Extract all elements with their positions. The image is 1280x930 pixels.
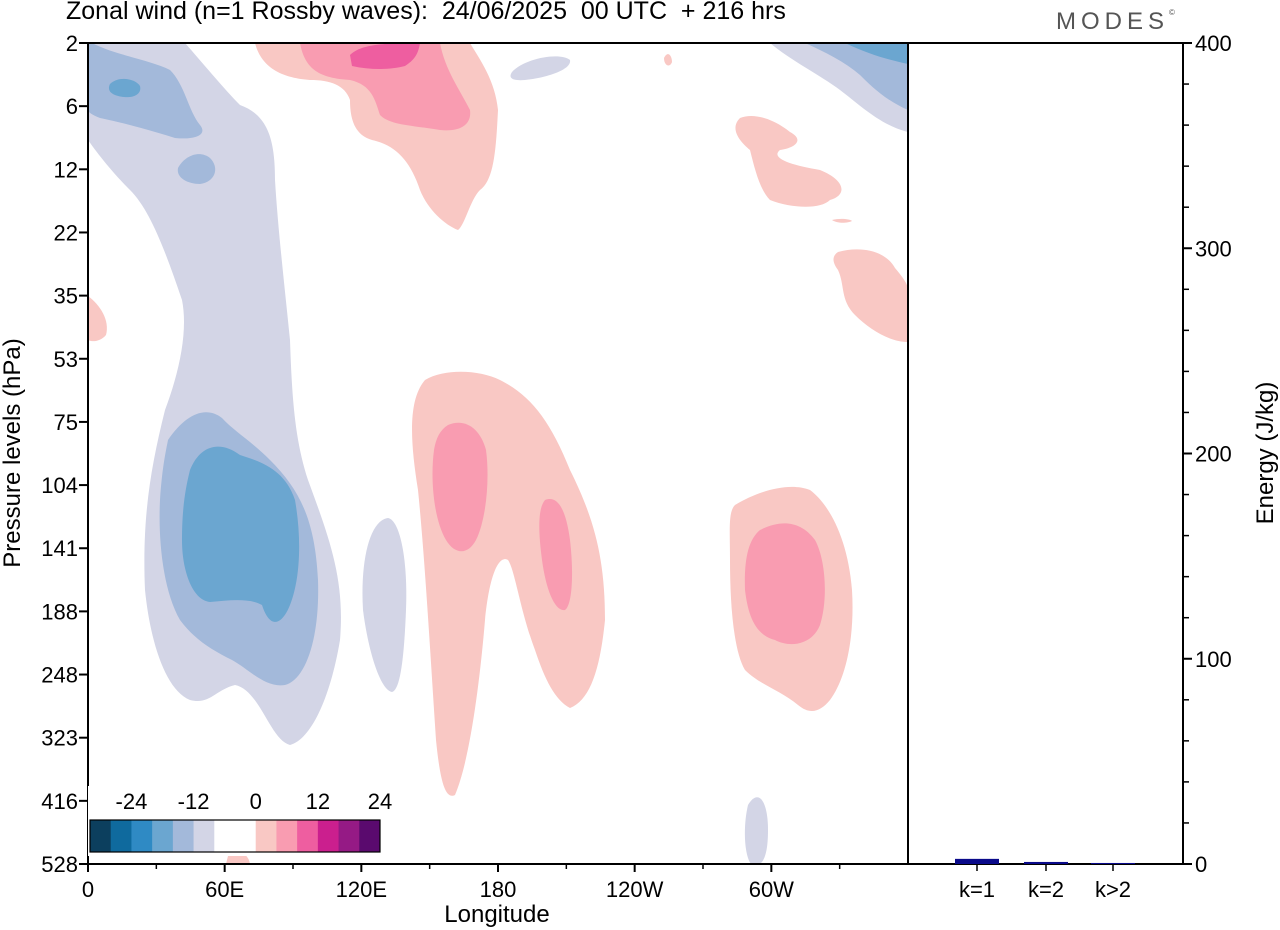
longitude-axis: 0 60E 120E 180 120W 60W — [82, 864, 841, 902]
contour-positive-6-dash — [832, 218, 852, 223]
y-tick-label: 2 — [66, 31, 78, 56]
y-tick-label: 6 — [66, 94, 78, 119]
colorbar-labels: -24 -12 0 12 24 — [116, 789, 393, 814]
contour-field — [88, 43, 908, 864]
contour-negative-12-topright — [805, 43, 908, 110]
contour-negative-12-upper — [88, 43, 203, 139]
bar-category-label: k=2 — [1028, 877, 1064, 902]
colorbar-tick-label: 24 — [368, 789, 392, 814]
colorbar-tick-label: 0 — [250, 789, 262, 814]
y-tick-label: 188 — [41, 599, 78, 624]
contour-positive-12-central2 — [539, 499, 573, 611]
contour-positive-6-upperright — [735, 115, 842, 207]
energy-tick-label: 100 — [1195, 647, 1232, 672]
energy-bars: k=1 k=2 k>2 — [955, 858, 1135, 902]
contour-negative-18-spot — [108, 78, 141, 98]
contour-negative-6-bottom — [744, 797, 768, 864]
x-axis-title: Longitude — [444, 901, 549, 928]
contour-positive-18-top — [350, 43, 420, 69]
colorbar-tick-label: -24 — [116, 789, 148, 814]
energy-tick-label: 200 — [1195, 442, 1232, 467]
contour-positive-12-central — [432, 422, 488, 552]
contour-negative-12-spot — [177, 154, 216, 184]
brand-text: MODES — [1056, 8, 1170, 35]
y-tick-label: 75 — [54, 410, 78, 435]
energy-tick-label: 300 — [1195, 236, 1232, 261]
x-tick-label: 180 — [480, 877, 517, 902]
x-tick-label: 60W — [749, 877, 794, 902]
colorbar-swatch — [235, 820, 257, 852]
colorbar-swatch — [359, 820, 381, 852]
x-tick-label: 120W — [606, 877, 664, 902]
colorbar-swatch — [214, 820, 236, 852]
contour-positive-12-top — [300, 43, 471, 131]
colorbar-swatch — [297, 820, 319, 852]
energy-bar — [1091, 862, 1135, 864]
contour-negative-18-topright — [845, 43, 908, 64]
brand-mark: © — [1169, 8, 1175, 17]
colorbar-swatch — [338, 820, 360, 852]
colorbar-frame — [89, 819, 381, 853]
colorbar-swatch — [152, 820, 174, 852]
contour-negative-6-top-mid — [510, 56, 571, 81]
colorbar-tick-label: -12 — [178, 789, 210, 814]
y-tick-label: 416 — [41, 789, 78, 814]
y-tick-label: 35 — [54, 284, 78, 309]
energy-bar — [1024, 861, 1068, 864]
colorbar-swatch — [131, 820, 153, 852]
colorbar-swatch — [110, 820, 132, 852]
y-tick-label: 528 — [41, 852, 78, 877]
energy-bar — [955, 858, 999, 864]
y-tick-label: 53 — [54, 347, 78, 372]
colorbar-swatch — [317, 820, 340, 852]
contour-positive-6-leftedge — [88, 296, 107, 342]
y-tick-label: 104 — [41, 473, 78, 498]
contour-positive-12-60w — [744, 523, 825, 645]
energy-tick-label: 400 — [1195, 31, 1232, 56]
colorbar-swatch — [276, 820, 298, 852]
y-tick-label: 141 — [41, 536, 78, 561]
colorbar — [88, 786, 382, 856]
y-tick-label: 22 — [54, 220, 78, 245]
energy-axis-title: Energy (J/kg) — [1252, 382, 1279, 525]
colorbar-tick-label: 12 — [306, 789, 330, 814]
colorbar-swatch — [172, 820, 195, 852]
energy-tick-label: 0 — [1195, 852, 1207, 877]
pressure-axis: 2 6 12 22 35 53 75 104 141 188 248 323 416 528 — [41, 31, 88, 877]
energy-axis: 0 100 200 300 400 — [1183, 31, 1232, 877]
y-tick-label: 323 — [41, 726, 78, 751]
colorbar-swatch — [255, 820, 277, 852]
y-tick-label: 12 — [54, 157, 78, 182]
chart-title: Zonal wind (n=1 Rossby waves): 24/06/202… — [66, 0, 786, 25]
contour-positive-6-right — [833, 249, 908, 342]
colorbar-swatch — [90, 820, 112, 852]
contour-positive-6-dot — [664, 54, 672, 66]
colorbar-swatch — [193, 820, 215, 852]
x-tick-label: 0 — [82, 877, 94, 902]
bar-category-label: k=1 — [959, 877, 995, 902]
y-axis-title: Pressure levels (hPa) — [0, 338, 26, 567]
brand-logo: MODES© — [1056, 8, 1175, 36]
bar-category-label: k>2 — [1095, 877, 1131, 902]
contour-negative-18-core — [182, 446, 300, 622]
contour-negative-6-column — [362, 518, 407, 692]
x-tick-label: 60E — [205, 877, 244, 902]
x-tick-label: 120E — [336, 877, 387, 902]
y-tick-label: 248 — [41, 663, 78, 688]
